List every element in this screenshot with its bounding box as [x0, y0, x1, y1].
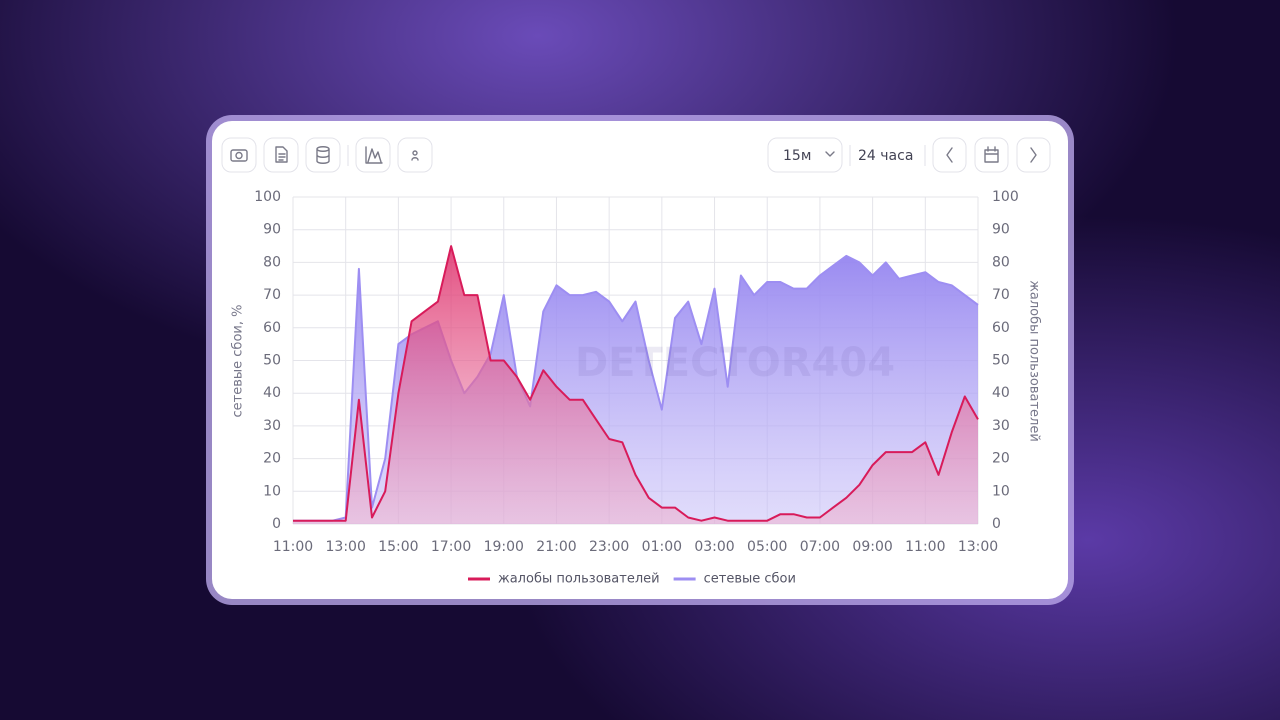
- x-tick-label: 05:00: [747, 539, 787, 555]
- y2-tick-label: 40: [992, 385, 1010, 401]
- chart-icon: [365, 146, 383, 164]
- user-icon: [411, 150, 419, 161]
- x-tick-label: 07:00: [800, 539, 840, 555]
- y2-axis-title: жалобы пользователей: [1027, 280, 1042, 442]
- y-tick-label: 40: [263, 385, 281, 401]
- y-axis-title: сетевые сбои, %: [231, 305, 246, 418]
- camera-icon: [230, 149, 248, 162]
- x-tick-label: 09:00: [852, 539, 892, 555]
- interval-value: 15м: [783, 148, 811, 164]
- x-tick-label: 19:00: [484, 539, 524, 555]
- y2-tick-label: 30: [992, 418, 1010, 434]
- x-tick-label: 03:00: [694, 539, 734, 555]
- y-tick-label: 100: [254, 189, 281, 205]
- y-tick-label: 30: [263, 418, 281, 434]
- y-tick-label: 0: [272, 516, 281, 532]
- y-tick-label: 70: [263, 287, 281, 303]
- y-tick-label: 20: [263, 451, 281, 467]
- y-tick-label: 80: [263, 254, 281, 270]
- x-tick-label: 13:00: [958, 539, 998, 555]
- report-button[interactable]: [263, 137, 299, 173]
- toolbar: 15м 24 часа: [221, 137, 1051, 173]
- y2-tick-label: 100: [992, 189, 1019, 205]
- series-line: [293, 245, 979, 522]
- document-icon: [275, 146, 288, 163]
- y-tick-label: 60: [263, 320, 281, 336]
- y-tick-label: 90: [263, 222, 281, 238]
- y2-tick-label: 10: [992, 483, 1010, 499]
- camera-icon: [235, 151, 243, 160]
- x-tick-label: 11:00: [905, 539, 945, 555]
- screenshot-button[interactable]: [221, 137, 257, 173]
- prev-button[interactable]: [932, 137, 967, 173]
- x-tick-label: 23:00: [589, 539, 629, 555]
- legend-label: жалобы пользователей: [498, 572, 660, 587]
- y2-tick-label: 90: [992, 222, 1010, 238]
- y2-tick-label: 80: [992, 254, 1010, 270]
- watermark: DETECTOR404: [575, 340, 895, 386]
- chevron-down: [825, 151, 835, 157]
- calendar-button[interactable]: [974, 137, 1009, 173]
- plot: 11:00 13:00 15:00 17:00 19:00 21:00 23:00 01:00…: [254, 189, 1018, 587]
- area-fill: [293, 246, 978, 524]
- database-icon: [316, 146, 330, 164]
- x-tick-label: 01:00: [642, 539, 682, 555]
- x-tick-label: 15:00: [378, 539, 418, 555]
- calendar-icon: [984, 146, 999, 163]
- chart-mode-button[interactable]: [355, 137, 391, 173]
- y2-tick-label: 50: [992, 353, 1010, 369]
- chevron-right: [1030, 147, 1037, 163]
- y-tick-label: 10: [263, 483, 281, 499]
- y2-tick-label: 20: [992, 451, 1010, 467]
- y-tick-label: 50: [263, 353, 281, 369]
- legend-label: сетевые сбои: [704, 572, 796, 587]
- chevron-left: [946, 147, 953, 163]
- x-tick-label: 11:00: [273, 539, 313, 555]
- x-tick-label: 13:00: [326, 539, 366, 555]
- series-line: [293, 254, 979, 522]
- range-value: 24 часа: [858, 148, 913, 164]
- y2-tick-label: 0: [992, 516, 1001, 532]
- y2-tick-label: 70: [992, 287, 1010, 303]
- x-tick-label: 21:00: [536, 539, 576, 555]
- y2-tick-label: 60: [992, 320, 1010, 336]
- next-button[interactable]: [1016, 137, 1051, 173]
- interval-select[interactable]: [767, 137, 843, 173]
- x-tick-label: 17:00: [431, 539, 471, 555]
- data-button[interactable]: [305, 137, 341, 173]
